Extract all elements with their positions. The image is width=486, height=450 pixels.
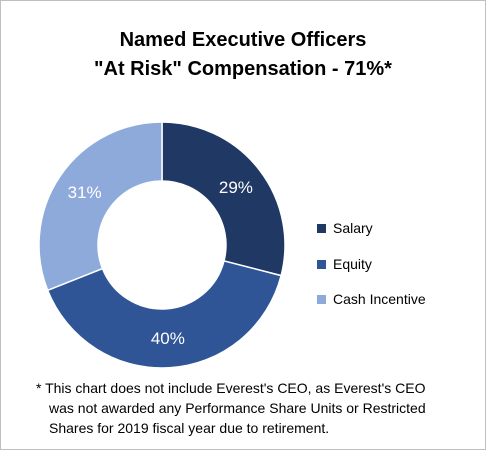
footnote-line-3: Shares for 2019 fiscal year due to retir… <box>49 420 330 436</box>
footnote-line-1: * This chart does not include Everest's … <box>36 380 426 396</box>
chart-title-line-1: Named Executive Officers <box>119 29 367 51</box>
legend-label-salary: Salary <box>333 220 373 236</box>
legend-swatch-salary <box>317 224 326 233</box>
slice-cash-incentive <box>38 121 163 292</box>
slice-salary <box>161 121 286 277</box>
data-label-salary: 29% <box>219 178 253 197</box>
legend-swatch-equity <box>317 259 326 269</box>
chart-title: Named Executive Officers "At Risk" Compe… <box>0 26 486 84</box>
chart-footnote: * This chart does not include Everest's … <box>36 378 476 438</box>
chart-title-line-2: "At Risk" Compensation - 71%* <box>94 58 392 80</box>
legend-label-cash-incentive: Cash Incentive <box>333 291 426 307</box>
footnote-line-2: was not awarded any Performance Share Un… <box>49 400 426 416</box>
legend-label-equity: Equity <box>333 255 372 272</box>
slice-equity <box>46 260 283 369</box>
data-label-cash-incentive: 31% <box>68 183 102 202</box>
data-label-equity: 40% <box>151 329 185 348</box>
legend-swatch-cash-incentive <box>317 295 326 304</box>
